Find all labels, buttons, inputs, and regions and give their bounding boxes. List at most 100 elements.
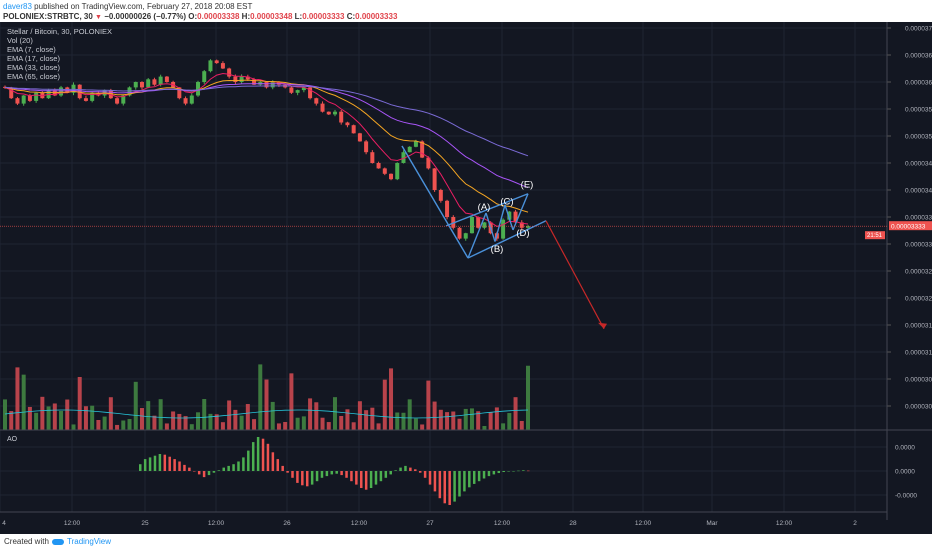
volume-bar <box>326 422 331 430</box>
grid-lines <box>0 22 887 512</box>
ao-bar <box>522 470 525 471</box>
volume-bar <box>52 403 57 430</box>
volume-bar <box>21 374 26 430</box>
volume-bar <box>451 411 456 430</box>
volume-bar <box>308 398 313 430</box>
price-tick-label: 0.00003550 <box>905 107 932 114</box>
volume-bar <box>351 422 356 430</box>
volume-bar <box>171 411 176 430</box>
author-link[interactable]: daver83 <box>3 2 32 11</box>
ao-bar <box>369 471 373 488</box>
cloud-icon <box>52 538 64 545</box>
footer: Created with TradingView <box>0 534 932 550</box>
volume-bar <box>214 414 219 430</box>
candle-body <box>482 222 487 228</box>
volume-bar <box>494 407 499 430</box>
volume-bar <box>513 397 518 430</box>
volume-bar <box>9 411 14 430</box>
pattern-line <box>467 220 547 259</box>
created-with-text: Created with <box>4 537 49 546</box>
chart-canvas[interactable]: (A) (B) (C) (D) (E) AO 0.0000 0.0000 -0.0000 0.… <box>0 22 932 534</box>
volume-bar <box>127 419 132 430</box>
ao-bar <box>423 471 427 478</box>
price-tick-label: 0.00003000 <box>905 404 932 411</box>
current-price-box <box>889 221 932 231</box>
legend-title: Stellar / Bitcoin, 30, POLONIEX <box>7 27 113 36</box>
pattern-line <box>445 193 529 227</box>
ao-bar <box>379 471 383 482</box>
candle-body <box>407 146 412 153</box>
candle-body <box>308 87 313 99</box>
candle-body <box>133 82 138 88</box>
candle-body <box>314 98 319 104</box>
volume-bar <box>445 412 450 430</box>
price-tick-label: 0.00003400 <box>905 188 932 195</box>
ema17-line <box>4 79 529 213</box>
candle-body <box>469 217 474 234</box>
volume-bar <box>139 408 144 430</box>
tradingview-logo[interactable]: TradingView <box>52 537 111 546</box>
time-tick-label: 12:00 <box>635 520 652 527</box>
ao-bar <box>394 470 397 471</box>
candle-body <box>146 79 151 88</box>
legend-ema33[interactable]: EMA (33, close) <box>7 63 60 72</box>
ao-bar <box>232 464 235 471</box>
candle-body <box>90 92 95 101</box>
volume-bar <box>252 419 257 430</box>
ao-bar <box>271 452 275 471</box>
projection-line <box>545 220 605 330</box>
volume-bar <box>196 412 201 430</box>
volume-bar <box>283 421 288 430</box>
candle-body <box>420 141 425 158</box>
candle-body <box>320 103 325 112</box>
volume-bar <box>34 412 39 430</box>
candle-body <box>526 226 530 228</box>
pattern-label: (B) <box>491 244 504 255</box>
pattern-line <box>494 204 506 242</box>
candle-body <box>364 141 369 153</box>
candle-body <box>239 76 244 82</box>
volume-bar <box>507 413 512 430</box>
volume-bar <box>389 368 394 430</box>
axes: 0.00003700 0.00003650 0.00003600 0.00003550… <box>0 22 932 527</box>
legend-ema65[interactable]: EMA (65, close) <box>7 72 60 81</box>
volume-bar <box>158 399 163 430</box>
legend-ema7[interactable]: EMA (7, close) <box>7 45 56 54</box>
volume-bar <box>345 409 350 430</box>
ao-bar <box>276 459 280 471</box>
candle-body <box>457 227 462 239</box>
pattern-line <box>504 204 514 231</box>
legend-ema17[interactable]: EMA (17, close) <box>7 54 60 63</box>
volume-bar <box>301 416 306 430</box>
ao-bar <box>355 471 358 485</box>
candle-body <box>164 76 169 82</box>
volume-bar <box>115 424 120 430</box>
time-tick-label: 12:00 <box>776 520 793 527</box>
change-value: −0.00000026 (−0.77%) <box>104 12 187 21</box>
volume-bar <box>276 423 281 430</box>
candle-body <box>426 157 431 169</box>
volume-bar <box>71 424 76 430</box>
ao-bar <box>433 471 437 492</box>
candle-body <box>220 63 225 69</box>
legend-vol[interactable]: Vol (20) <box>7 36 33 45</box>
indicator-legend: Stellar / Bitcoin, 30, POLONIEX Vol (20)… <box>7 27 112 81</box>
candle-body <box>476 217 481 228</box>
candle-body <box>139 82 144 88</box>
ao-bar <box>350 471 353 482</box>
price-tick-label: 0.00003650 <box>905 53 932 60</box>
ao-bar <box>399 467 402 471</box>
pattern-label: (C) <box>500 197 513 208</box>
ao-bar <box>418 471 422 473</box>
volume-bar <box>65 399 70 430</box>
ao-bar <box>492 471 496 475</box>
ao-bar <box>360 471 363 488</box>
low-value: 0.00003333 <box>302 12 345 21</box>
candle-body <box>389 173 394 180</box>
candle-body <box>289 87 294 93</box>
ohlc-line: POLONIEX:STRBTC, 30 ▼ −0.00000026 (−0.77… <box>3 11 397 23</box>
price-tick-label: 0.00003350 <box>905 215 932 222</box>
candle-body <box>370 152 375 163</box>
ao-bar <box>301 471 304 486</box>
volume-bar <box>233 409 238 430</box>
